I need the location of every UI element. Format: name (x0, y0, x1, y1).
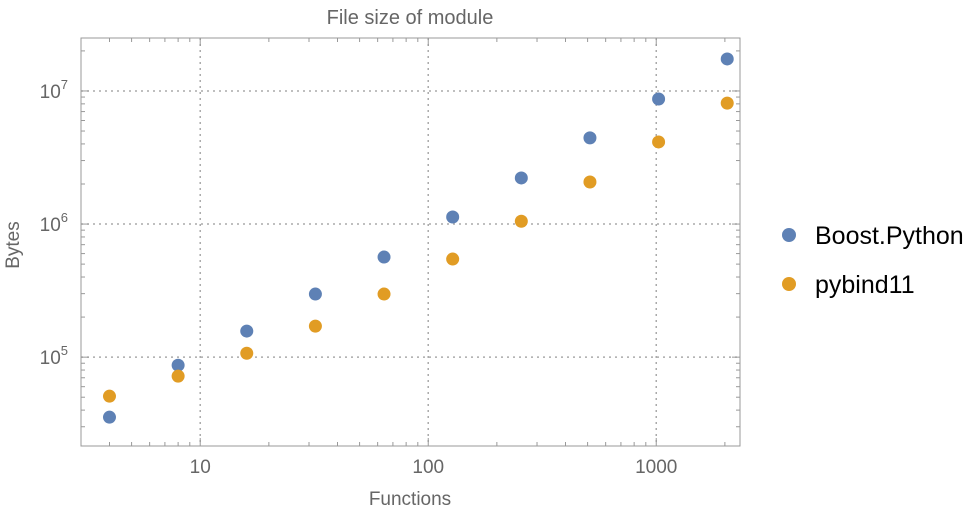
data-point-pybind11 (171, 369, 185, 383)
data-point-boost-python (446, 210, 460, 224)
axis-ticks: 10 100 1000 105 106 107 (40, 38, 740, 478)
data-point-boost-python (720, 52, 734, 66)
chart-title: File size of module (327, 7, 494, 29)
data-point-boost-python (171, 358, 185, 372)
data-point-pybind11 (583, 175, 597, 189)
data-point-boost-python (652, 92, 666, 106)
x-tick-label: 100 (412, 457, 444, 478)
legend: Boost.Python pybind11 (782, 222, 964, 299)
x-tick-label: 1000 (635, 457, 677, 478)
data-point-pybind11 (240, 346, 254, 360)
x-tick-label: 10 (190, 457, 211, 478)
plot-frame (80, 37, 741, 447)
legend-label: Boost.Python (815, 222, 964, 250)
y-tick-label: 105 (40, 343, 68, 369)
data-point-boost-python (308, 287, 322, 301)
data-point-boost-python (514, 171, 528, 185)
data-points (102, 52, 734, 424)
data-point-boost-python (240, 324, 254, 338)
data-point-boost-python (583, 131, 597, 145)
data-point-pybind11 (720, 96, 734, 110)
legend-marker (782, 277, 796, 291)
y-axis-label: Bytes (3, 221, 24, 269)
legend-label: pybind11 (815, 271, 915, 299)
data-point-pybind11 (514, 214, 528, 228)
data-point-pybind11 (377, 287, 391, 301)
grid (81, 38, 740, 446)
data-point-boost-python (102, 410, 116, 424)
x-axis-label: Functions (369, 489, 451, 510)
data-point-pybind11 (308, 319, 322, 333)
data-point-boost-python (377, 250, 391, 264)
y-tick-label: 106 (40, 210, 68, 236)
data-point-pybind11 (102, 389, 116, 403)
y-tick-label: 107 (40, 77, 68, 103)
data-point-pybind11 (652, 135, 666, 149)
data-point-pybind11 (446, 252, 460, 266)
legend-marker (782, 228, 796, 242)
